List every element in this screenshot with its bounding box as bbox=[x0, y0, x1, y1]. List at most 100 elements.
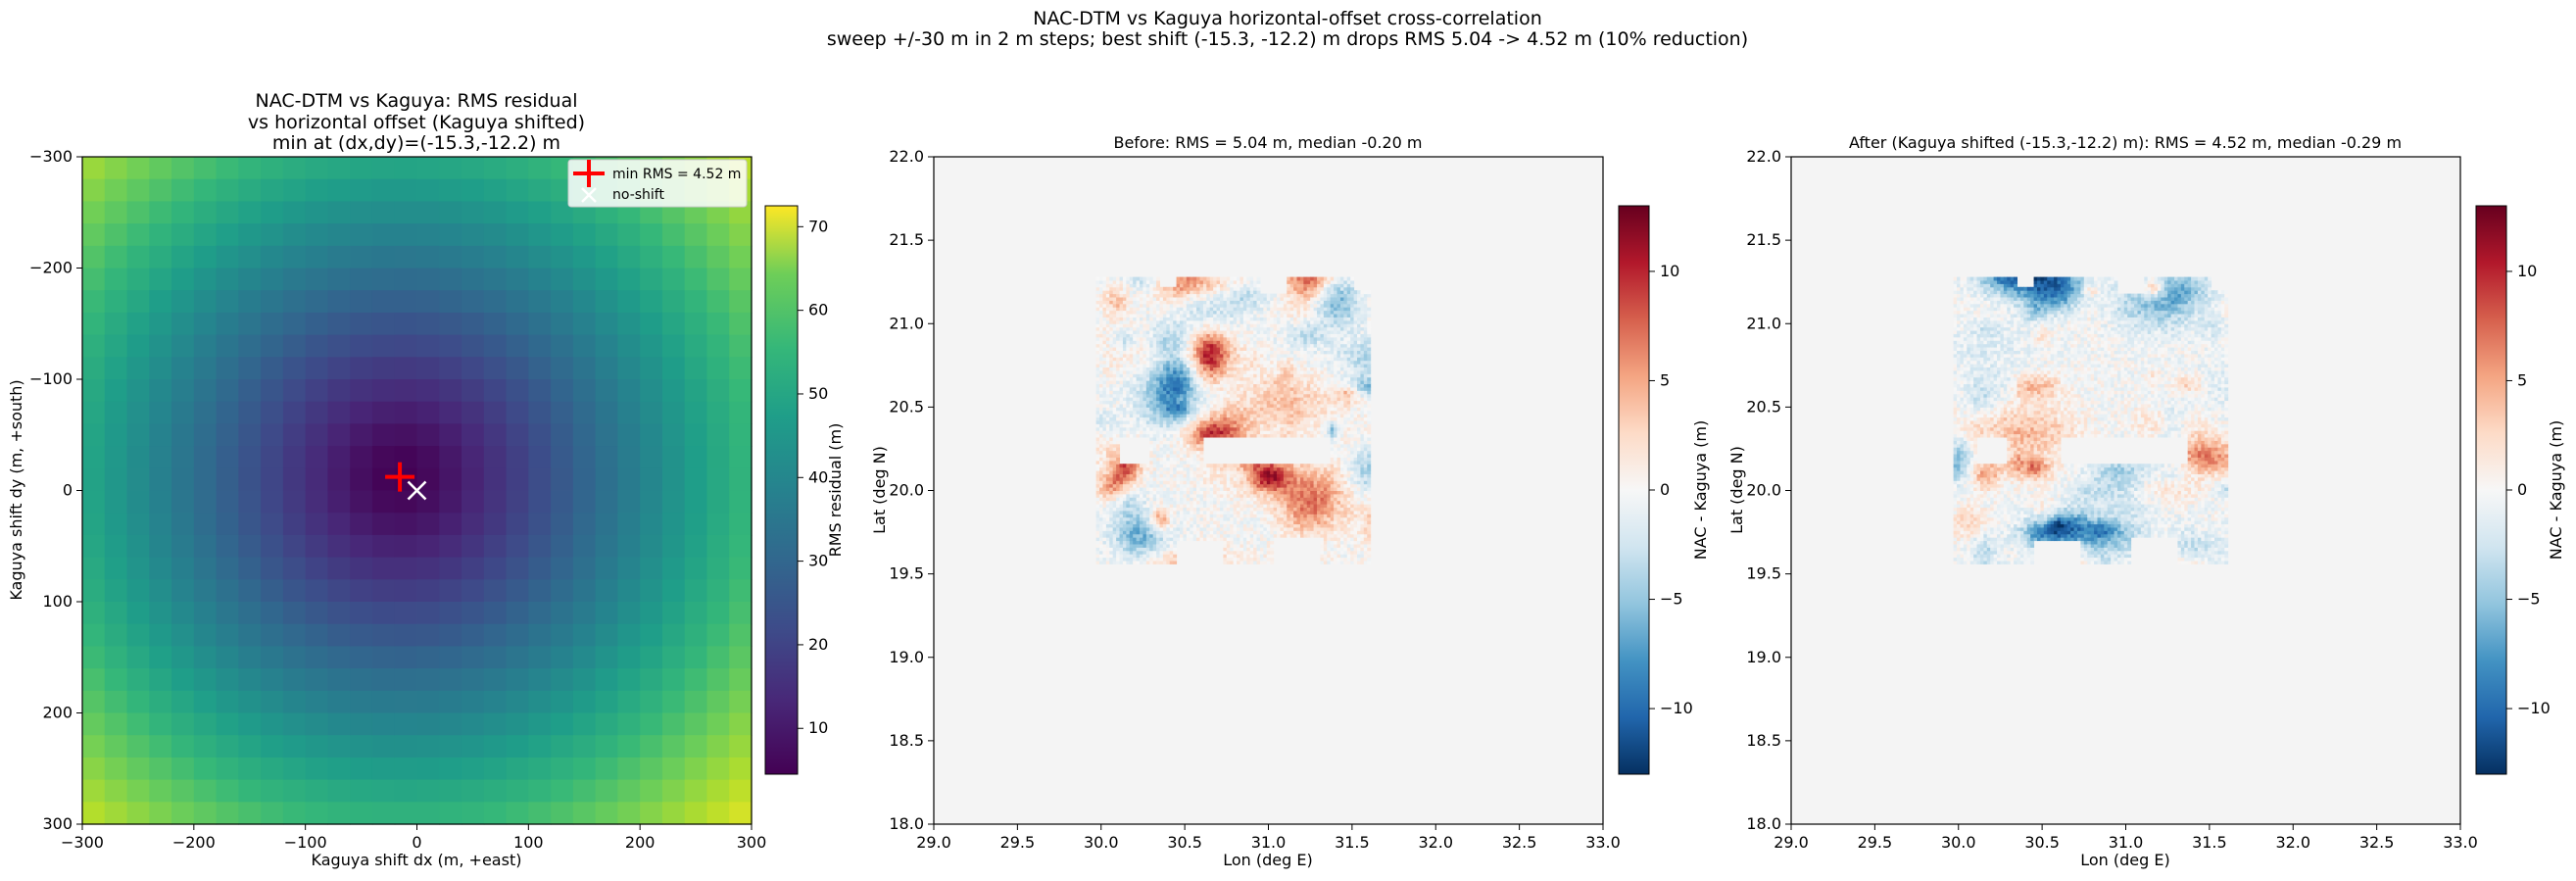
residual-cell bbox=[1173, 450, 1178, 455]
residual-cell bbox=[1149, 514, 1154, 518]
residual-cell bbox=[1102, 540, 1107, 545]
residual-cell bbox=[1173, 464, 1178, 468]
residual-cell bbox=[1259, 410, 1264, 415]
residual-cell bbox=[1223, 353, 1228, 358]
rms-cell bbox=[126, 712, 150, 736]
residual-cell bbox=[1099, 286, 1103, 291]
residual-cell bbox=[1230, 383, 1235, 388]
rms-cell bbox=[261, 557, 284, 580]
residual-cell bbox=[1190, 430, 1194, 435]
residual-cell bbox=[1105, 490, 1110, 495]
residual-cell bbox=[1209, 470, 1214, 474]
rms-cell bbox=[528, 534, 552, 559]
residual-cell bbox=[1206, 493, 1211, 498]
rms-cell bbox=[149, 579, 172, 603]
residual-cell bbox=[1095, 490, 1100, 495]
residual-cell bbox=[1206, 480, 1211, 485]
residual-cell bbox=[1119, 540, 1124, 545]
residual-cell bbox=[1169, 523, 1174, 528]
residual-cell bbox=[1122, 286, 1127, 291]
residual-cell bbox=[1105, 357, 1110, 362]
residual-cell bbox=[1116, 547, 1121, 552]
residual-cell bbox=[1202, 416, 1207, 421]
residual-cell bbox=[1149, 369, 1154, 374]
residual-cell bbox=[1202, 493, 1207, 498]
residual-cell bbox=[1239, 276, 1244, 281]
residual-cell bbox=[1183, 350, 1188, 355]
residual-cell bbox=[1233, 416, 1238, 421]
residual-cell bbox=[1226, 276, 1231, 281]
rms-cell bbox=[572, 646, 597, 669]
residual-cell bbox=[1142, 276, 1147, 281]
residual-cell bbox=[1152, 523, 1157, 528]
residual-cell bbox=[1122, 543, 1127, 548]
residual-cell bbox=[1152, 500, 1157, 505]
residual-cell bbox=[1162, 317, 1167, 321]
residual-cell bbox=[1199, 523, 1204, 528]
residual-cell bbox=[1246, 290, 1251, 295]
residual-cell bbox=[1169, 310, 1174, 315]
residual-cell bbox=[1237, 554, 1240, 559]
residual-cell bbox=[1156, 480, 1161, 485]
residual-cell bbox=[1263, 487, 1268, 491]
residual-cell bbox=[1152, 317, 1157, 321]
residual-cell bbox=[1259, 526, 1264, 531]
residual-cell bbox=[1152, 419, 1157, 424]
residual-cell bbox=[1219, 520, 1224, 525]
residual-cell bbox=[1226, 317, 1231, 321]
residual-cell bbox=[1149, 317, 1154, 321]
rms-cell bbox=[216, 579, 239, 603]
residual-cell bbox=[1253, 390, 1258, 395]
residual-cell bbox=[1149, 464, 1154, 468]
residual-cell bbox=[1256, 516, 1261, 521]
residual-cell bbox=[1126, 430, 1131, 435]
residual-cell bbox=[1109, 314, 1114, 318]
residual-cell bbox=[1180, 493, 1184, 498]
rms-cell bbox=[394, 557, 418, 580]
residual-cell bbox=[1112, 433, 1117, 438]
residual-cell bbox=[1126, 403, 1131, 408]
residual-cell bbox=[1102, 526, 1107, 531]
residual-cell bbox=[1202, 350, 1207, 355]
residual-cell bbox=[1183, 400, 1188, 405]
residual-cell bbox=[1129, 343, 1134, 348]
residual-cell bbox=[1246, 303, 1251, 308]
residual-cell bbox=[1140, 373, 1143, 378]
residual-cell bbox=[1256, 483, 1261, 488]
residual-cell bbox=[1109, 437, 1114, 441]
residual-cell bbox=[1256, 290, 1261, 295]
x-tick-label: −300 bbox=[61, 833, 104, 852]
residual-cell bbox=[1162, 414, 1167, 418]
rms-cell bbox=[483, 735, 508, 759]
residual-cell bbox=[1242, 526, 1247, 531]
rms-cell bbox=[126, 312, 150, 336]
residual-cell bbox=[1219, 386, 1224, 391]
residual-cell bbox=[1166, 357, 1171, 362]
residual-cell bbox=[1109, 447, 1114, 452]
rms-cell bbox=[595, 312, 618, 336]
rms-cell bbox=[305, 268, 329, 291]
residual-cell bbox=[1149, 297, 1154, 301]
rms-cell bbox=[506, 757, 529, 781]
residual-cell bbox=[1095, 543, 1100, 548]
residual-cell bbox=[1112, 283, 1117, 288]
residual-cell bbox=[1102, 447, 1107, 452]
residual-cell bbox=[1102, 547, 1107, 552]
rms-cell bbox=[439, 178, 462, 202]
residual-cell bbox=[1142, 430, 1147, 435]
residual-cell bbox=[1149, 364, 1154, 368]
rms-cell bbox=[327, 779, 351, 803]
rms-cell bbox=[729, 245, 753, 269]
residual-cell bbox=[1246, 533, 1251, 538]
residual-cell bbox=[1140, 357, 1143, 362]
residual-cell bbox=[1216, 367, 1221, 371]
residual-cell bbox=[1249, 533, 1254, 538]
residual-cell bbox=[1259, 523, 1264, 528]
residual-cell bbox=[1133, 547, 1138, 552]
residual-cell bbox=[1152, 336, 1157, 341]
residual-cell bbox=[1186, 466, 1191, 471]
residual-cell bbox=[1156, 419, 1161, 424]
residual-cell bbox=[1095, 386, 1100, 391]
residual-cell bbox=[1156, 504, 1161, 509]
rms-cell bbox=[371, 646, 396, 669]
